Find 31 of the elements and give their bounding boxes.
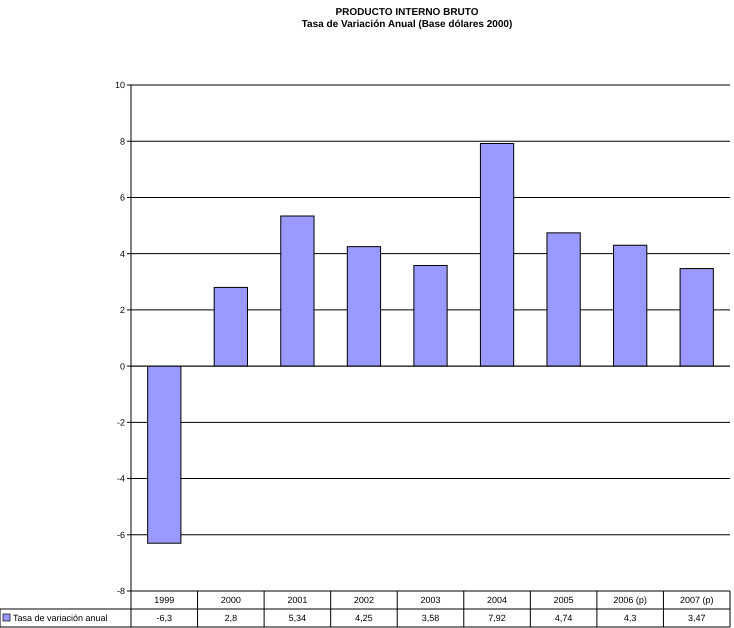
x-tick-label: 2001 bbox=[287, 595, 308, 606]
data-label: 3,47 bbox=[688, 613, 706, 624]
x-tick-label: 2003 bbox=[420, 595, 441, 606]
y-tick-label: 8 bbox=[120, 136, 125, 146]
chart-title: PRODUCTO INTERNO BRUTO bbox=[336, 7, 479, 18]
y-tick-label: -2 bbox=[116, 417, 125, 428]
x-tick-label: 2002 bbox=[354, 595, 374, 606]
y-tick-label: 2 bbox=[120, 305, 125, 316]
x-tick-label: 2005 bbox=[554, 595, 574, 606]
y-tick-label: 0 bbox=[120, 361, 125, 372]
data-label: 4,25 bbox=[355, 613, 373, 624]
data-label: 3,58 bbox=[422, 613, 440, 624]
data-label: 4,3 bbox=[624, 613, 636, 624]
y-tick-label: 4 bbox=[120, 248, 125, 259]
x-tick-label: 2000 bbox=[220, 595, 241, 606]
data-label: 4,74 bbox=[554, 613, 572, 624]
x-tick-label: 2004 bbox=[487, 595, 508, 606]
y-tick-label: -8 bbox=[116, 586, 125, 596]
chart-subtitle: Tasa de Variación Anual (Base dólares 2000) bbox=[302, 19, 512, 30]
data-label: -6,3 bbox=[156, 613, 172, 624]
x-tick-label: 2006 (p) bbox=[613, 595, 647, 606]
data-label: 2,8 bbox=[224, 613, 238, 624]
legend-label: Tasa de variación anual bbox=[13, 613, 108, 624]
y-tick-label: -6 bbox=[116, 530, 125, 540]
data-label: 5,34 bbox=[288, 613, 306, 624]
y-tick-label: 10 bbox=[114, 80, 125, 90]
data-label: 7,92 bbox=[488, 613, 506, 624]
y-tick-label: -4 bbox=[116, 474, 125, 484]
x-tick-label: 1999 bbox=[154, 595, 174, 606]
y-tick-label: 6 bbox=[120, 192, 125, 203]
x-tick-label: 2007 (p) bbox=[680, 595, 714, 606]
